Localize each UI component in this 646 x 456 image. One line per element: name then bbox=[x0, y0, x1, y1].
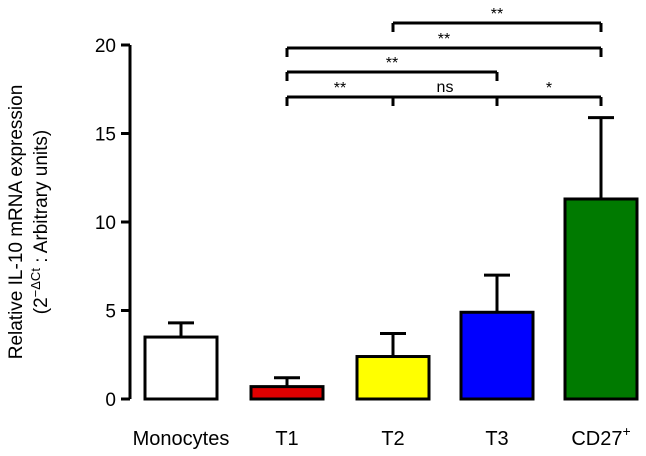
significance-brackets: ** ns ******* bbox=[285, 6, 603, 106]
bar-t3 bbox=[459, 310, 535, 401]
bar-t1 bbox=[249, 385, 325, 401]
y-axis-label-prefix: (2 bbox=[31, 297, 52, 314]
y-axis: 0 5 10 15 20 bbox=[95, 36, 132, 411]
significance-label: ns bbox=[437, 79, 454, 96]
y-axis-label-suffix: : Arbitrary units) bbox=[31, 130, 52, 268]
category-label: CD27+ bbox=[571, 423, 630, 450]
y-tick-label: 5 bbox=[105, 302, 116, 323]
significance-label: ** bbox=[491, 6, 503, 23]
category-label: Monocytes bbox=[133, 428, 230, 450]
category-label: T3 bbox=[485, 428, 508, 450]
category-label: T2 bbox=[381, 428, 404, 450]
category-labels: Monocytes T1 T2 T3 CD27+ bbox=[133, 423, 631, 450]
svg-text:Relative IL-10 mRNA expression: Relative IL-10 mRNA expression bbox=[6, 85, 27, 360]
significance-label: * bbox=[546, 80, 552, 97]
significance-bracket: ** bbox=[285, 80, 395, 106]
bar-monocytes bbox=[143, 335, 219, 401]
significance-label: ** bbox=[386, 55, 398, 72]
y-axis-label: Relative IL-10 mRNA expression (2−ΔCt : … bbox=[6, 85, 52, 360]
y-axis-label-line1: Relative IL-10 mRNA expression bbox=[6, 85, 27, 360]
bar-cd27 bbox=[563, 197, 639, 401]
y-tick-label: 15 bbox=[95, 125, 116, 146]
significance-label: ** bbox=[438, 31, 450, 48]
significance-label: ** bbox=[334, 80, 346, 97]
y-tick-label: 10 bbox=[95, 213, 116, 234]
svg-text:(2−ΔCt : Arbitrary units): (2−ΔCt : Arbitrary units) bbox=[28, 130, 52, 315]
y-tick-label: 0 bbox=[105, 390, 116, 411]
significance-bracket: * bbox=[495, 80, 603, 106]
significance-bracket: ** bbox=[391, 6, 603, 32]
y-tick-label: 20 bbox=[95, 36, 116, 57]
category-label: T1 bbox=[275, 428, 298, 450]
y-axis-label-superscript: −ΔCt bbox=[28, 268, 43, 298]
bar-t2 bbox=[355, 355, 431, 401]
bars-layer bbox=[143, 116, 639, 401]
significance-bracket: ns bbox=[391, 79, 499, 106]
significance-bracket: ** bbox=[285, 55, 499, 81]
significance-bracket: ** bbox=[285, 31, 603, 57]
